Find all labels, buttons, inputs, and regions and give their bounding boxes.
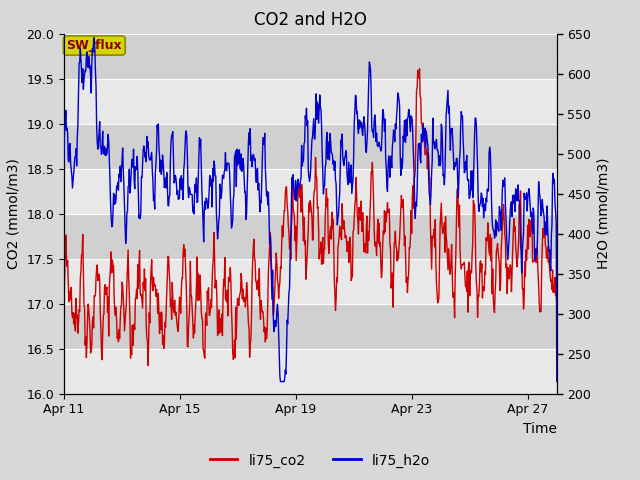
li75_h2o: [553, 379, 561, 384]
Y-axis label: H2O (mmol/m3): H2O (mmol/m3): [596, 158, 611, 269]
li75_h2o: [161, 185, 168, 191]
li75_h2o: [276, 379, 284, 384]
li75_co2: [358, 214, 365, 220]
li75_co2: [127, 355, 134, 361]
li75_h2o: [358, 129, 366, 134]
li75_co2: [144, 362, 152, 368]
li75_co2: [161, 341, 168, 347]
Legend: li75_co2, li75_h2o: li75_co2, li75_h2o: [204, 448, 436, 473]
li75_h2o: [438, 124, 445, 130]
Bar: [64, 168, 557, 214]
li75_h2o: [117, 179, 125, 184]
Bar: [64, 123, 557, 168]
li75_h2o: [317, 104, 324, 110]
li75_co2: [416, 66, 424, 72]
li75_co2: [316, 247, 324, 253]
Text: Time: Time: [523, 422, 557, 436]
li75_co2: [553, 304, 561, 310]
li75_h2o: [90, 35, 98, 40]
li75_co2: [438, 221, 445, 227]
li75_co2: [116, 318, 124, 324]
Bar: [64, 79, 557, 123]
Bar: [64, 348, 557, 394]
Line: li75_h2o: li75_h2o: [64, 37, 557, 382]
Title: CO2 and H2O: CO2 and H2O: [254, 11, 367, 29]
li75_h2o: [60, 156, 68, 162]
Text: SW_flux: SW_flux: [67, 39, 122, 52]
Bar: [64, 303, 557, 348]
li75_h2o: [127, 172, 135, 178]
Line: li75_co2: li75_co2: [64, 69, 557, 365]
li75_co2: [60, 295, 68, 301]
Bar: [64, 214, 557, 259]
Y-axis label: CO2 (mmol/m3): CO2 (mmol/m3): [7, 158, 21, 269]
Bar: [64, 34, 557, 79]
Bar: [64, 259, 557, 303]
